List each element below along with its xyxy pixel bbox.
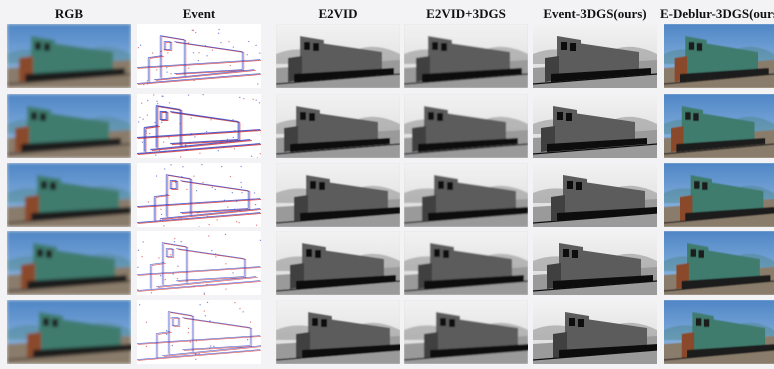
image-event3dgs-row-5 (533, 300, 657, 364)
image-e2vid-row-4 (276, 231, 400, 295)
image-edeblur-row-3 (664, 163, 774, 227)
image-rgb-row-3 (7, 163, 131, 227)
image-e2vid3dgs-row-2 (404, 94, 528, 158)
image-e2vid3dgs-row-1 (404, 24, 528, 88)
image-e2vid-row-5 (276, 300, 400, 364)
image-e2vid3dgs-row-5 (404, 300, 528, 364)
image-event-row-3 (137, 163, 261, 227)
image-event3dgs-row-4 (533, 231, 657, 295)
image-rgb-row-2 (7, 94, 131, 158)
image-edeblur-row-5 (664, 300, 774, 364)
image-event-row-2 (137, 94, 261, 158)
image-event3dgs-row-1 (533, 24, 657, 88)
image-event-row-4 (137, 231, 261, 295)
image-e2vid3dgs-row-3 (404, 163, 528, 227)
column-header-e2vid3dgs: E2VID+3DGS (426, 6, 506, 21)
image-event3dgs-row-3 (533, 163, 657, 227)
image-event-row-5 (137, 300, 261, 364)
column-header-edeblur: E-Deblur-3DGS(ours) (660, 6, 774, 21)
image-e2vid-row-3 (276, 163, 400, 227)
column-header-e2vid: E2VID (318, 6, 358, 21)
image-event3dgs-row-2 (533, 94, 657, 158)
column-header-rgb: RGB (54, 6, 84, 21)
column-header-event3dgs: Event-3DGS(ours) (543, 6, 647, 21)
image-event-row-1 (137, 24, 261, 88)
image-edeblur-row-2 (664, 94, 774, 158)
image-e2vid3dgs-row-4 (404, 231, 528, 295)
image-rgb-row-1 (7, 24, 131, 88)
image-rgb-row-5 (7, 300, 131, 364)
image-edeblur-row-4 (664, 231, 774, 295)
image-e2vid-row-1 (276, 24, 400, 88)
column-header-event: Event (182, 6, 216, 21)
image-rgb-row-4 (7, 231, 131, 295)
image-e2vid-row-2 (276, 94, 400, 158)
image-edeblur-row-1 (664, 24, 774, 88)
